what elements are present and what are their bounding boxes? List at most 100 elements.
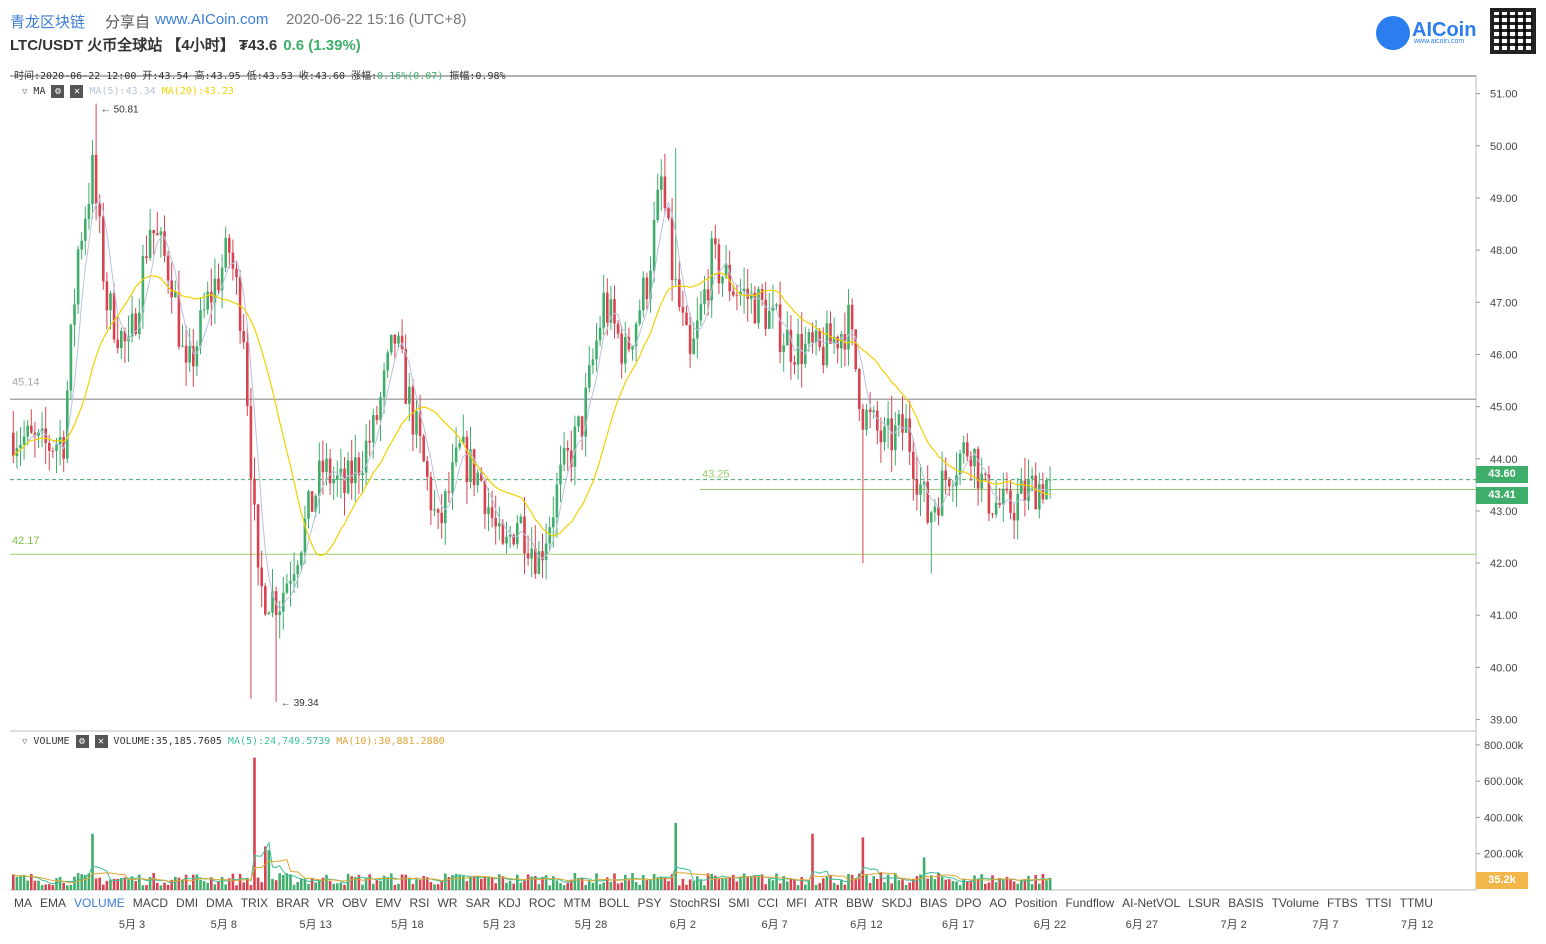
tab-brar[interactable]: BRAR [276, 896, 310, 910]
tab-mfi[interactable]: MFI [786, 896, 807, 910]
close-icon[interactable]: ✕ [70, 85, 84, 98]
candle-body [328, 458, 332, 484]
ma20-line [12, 272, 1051, 557]
tab-atr[interactable]: ATR [814, 896, 839, 910]
ohlc-amp: 0.98% [475, 71, 506, 82]
candle-body [260, 567, 263, 587]
volume-bar [721, 877, 724, 890]
brand-link[interactable]: 青龙区块链 [10, 14, 86, 31]
candle-body [102, 216, 105, 282]
candle-body [469, 449, 472, 483]
tab-stochrsi[interactable]: StochRSI [669, 896, 721, 910]
ohlc-open-label: 开: [142, 71, 159, 82]
candle-body [141, 256, 145, 313]
tab-psy[interactable]: PSY [637, 896, 662, 910]
volume-bar [22, 874, 26, 890]
volume-bar [861, 837, 865, 890]
candle-body [577, 416, 580, 427]
volume-bar [591, 882, 595, 890]
tab-dmi[interactable]: DMI [176, 896, 199, 910]
ma-indicator-name[interactable]: MA [33, 86, 46, 97]
tab-vr[interactable]: VR [317, 896, 335, 910]
volume-bar [91, 833, 94, 890]
volume-indicator-name[interactable]: VOLUME [33, 736, 70, 747]
volume-bar [480, 878, 483, 890]
volume-bar [973, 875, 976, 890]
ohlc-time: 2020-06-22 12:00 [40, 71, 137, 82]
tab-fundflow[interactable]: Fundflow [1065, 896, 1115, 910]
tab-boll[interactable]: BOLL [598, 896, 630, 910]
volume-bar [192, 874, 195, 890]
date-axis-label: 6月 12 [850, 919, 883, 931]
candle-body [627, 336, 631, 350]
volume-bar [1045, 880, 1048, 890]
tab-ai-netvol[interactable]: AI-NetVOL [1122, 896, 1181, 910]
tab-wr[interactable]: WR [437, 896, 458, 910]
tab-ttmu[interactable]: TTMU [1399, 896, 1433, 910]
volume-bar [328, 880, 332, 890]
candle-body [512, 534, 515, 545]
candle-body [159, 231, 163, 236]
ma20-value: MA(20):43.23 [161, 86, 234, 97]
volume-bar [321, 877, 325, 890]
tab-basis[interactable]: BASIS [1228, 896, 1264, 910]
tab-cci[interactable]: CCI [757, 896, 779, 910]
tab-rsi[interactable]: RSI [409, 896, 430, 910]
tab-ema[interactable]: EMA [40, 896, 67, 910]
candle-body [415, 411, 418, 435]
tab-bbw[interactable]: BBW [846, 896, 874, 910]
tab-bias[interactable]: BIAS [920, 896, 948, 910]
volume-bar [645, 880, 649, 890]
tab-obv[interactable]: OBV [342, 896, 368, 910]
tab-mtm[interactable]: MTM [563, 896, 591, 910]
tab-lsur[interactable]: LSUR [1188, 896, 1221, 910]
tab-dma[interactable]: DMA [206, 896, 233, 910]
volume-bar [789, 878, 793, 890]
tab-trix[interactable]: TRIX [240, 896, 269, 910]
share-url-link[interactable]: www.AICoin.com [155, 11, 269, 28]
candle-body [1038, 484, 1041, 510]
collapse-chevron-icon[interactable]: ▽ [22, 736, 28, 747]
volume-bar [732, 874, 735, 890]
tab-ao[interactable]: AO [989, 896, 1007, 910]
tab-emv[interactable]: EMV [375, 896, 402, 910]
candle-body [69, 324, 73, 391]
tab-ma[interactable]: MA [14, 896, 32, 910]
candle-body [807, 332, 811, 344]
volume-bar [375, 879, 379, 890]
tab-volume[interactable]: VOLUME [74, 896, 125, 910]
candle-body [51, 450, 55, 452]
candle-body [793, 362, 796, 365]
tab-kdj[interactable]: KDJ [498, 896, 521, 910]
close-icon[interactable]: ✕ [94, 735, 108, 748]
gear-icon[interactable]: ⚙ [75, 735, 89, 748]
tab-roc[interactable]: ROC [528, 896, 556, 910]
candle-body [998, 502, 1001, 505]
volume-bar [544, 875, 548, 890]
tab-dpo[interactable]: DPO [955, 896, 982, 910]
ohlc-high-label: 高: [194, 71, 211, 82]
candle-body [976, 448, 980, 489]
tab-macd[interactable]: MACD [132, 896, 169, 910]
volume-bar [595, 873, 598, 890]
tab-sar[interactable]: SAR [465, 896, 491, 910]
volume-bar [30, 873, 33, 890]
date-axis-label: 5月 23 [482, 919, 516, 931]
tab-position[interactable]: Position [1014, 896, 1058, 910]
tab-skdj[interactable]: SKDJ [881, 896, 913, 910]
candle-body [516, 522, 519, 545]
gear-icon[interactable]: ⚙ [51, 85, 65, 98]
tab-ttsi[interactable]: TTSI [1365, 896, 1392, 910]
volume-bar [379, 880, 382, 890]
tab-ftbs[interactable]: FTBS [1326, 896, 1358, 910]
volume-bar [253, 757, 256, 890]
collapse-chevron-icon[interactable]: ▽ [22, 86, 28, 97]
volume-bar [897, 880, 901, 890]
date-axis-label: 6月 7 [761, 919, 788, 931]
candle-body [271, 591, 274, 613]
tab-tvolume[interactable]: TVolume [1271, 896, 1319, 910]
volume-bar [724, 878, 728, 890]
volume-bar [616, 883, 620, 890]
tab-smi[interactable]: SMI [728, 896, 750, 910]
